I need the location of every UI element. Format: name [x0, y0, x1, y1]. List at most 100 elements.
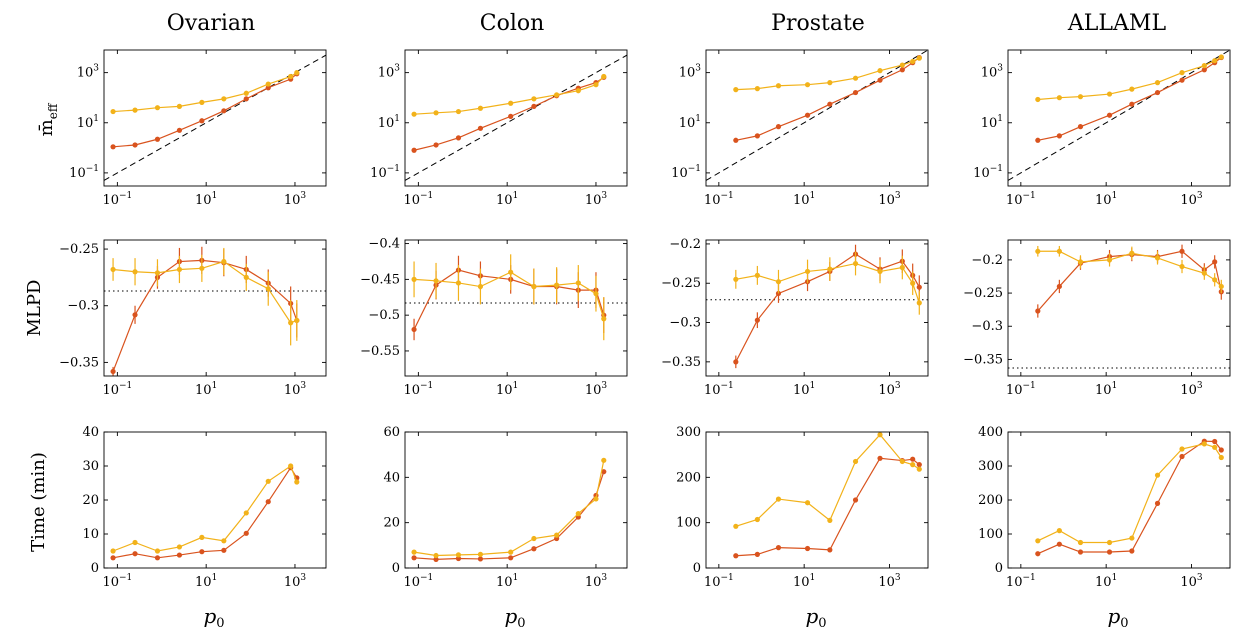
- data-point: [1179, 263, 1185, 270]
- identity-reference-line: [104, 54, 326, 181]
- series-red: [110, 71, 300, 150]
- x-tick-base: 10: [102, 383, 119, 398]
- data-point: [288, 73, 294, 80]
- xlabel-ovarian-main: p: [203, 604, 216, 628]
- plot-area: [706, 244, 928, 369]
- x-tick-exponent: 3: [300, 573, 306, 583]
- data-point: [554, 92, 560, 98]
- data-point: [1035, 137, 1041, 143]
- data-point: [508, 555, 514, 561]
- x-tick-exponent: 3: [601, 573, 607, 583]
- y-tick-label: −0.3: [67, 299, 99, 314]
- data-point: [1179, 77, 1185, 83]
- data-point: [243, 90, 249, 96]
- data-point: [294, 317, 300, 324]
- plot-area: [405, 254, 627, 341]
- series-line: [112, 466, 298, 559]
- y-tick-label: 200: [676, 470, 701, 485]
- x-tick-base: 10: [496, 383, 513, 398]
- x-tick-label: 103: [1180, 381, 1203, 398]
- x-axis-labels: p0 p0 p0 p0: [203, 604, 1128, 630]
- data-point: [154, 548, 161, 554]
- data-point: [531, 103, 537, 109]
- series-line: [112, 465, 298, 552]
- y-tick-exponent: 1: [93, 114, 99, 124]
- x-tick-label: 103: [284, 573, 307, 590]
- x-tick-label: 10−1: [1006, 191, 1036, 208]
- data-point: [916, 284, 922, 290]
- data-point: [455, 280, 462, 286]
- data-point: [593, 82, 599, 88]
- data-point: [916, 55, 922, 61]
- data-point: [1077, 94, 1084, 100]
- series-line: [1037, 440, 1222, 555]
- xlabel-colon: p0: [504, 604, 525, 630]
- x-tick-label: 101: [793, 381, 815, 398]
- data-point: [411, 147, 417, 153]
- x-tick-base: 10: [878, 575, 895, 590]
- x-tick-exponent: 1: [212, 191, 218, 201]
- data-point: [852, 75, 859, 81]
- y-tick-label: 10−1: [370, 164, 400, 181]
- identity-reference-line: [405, 54, 627, 181]
- data-point: [221, 108, 227, 114]
- x-tick-base: 10: [704, 575, 721, 590]
- series-yellow: [1035, 441, 1224, 546]
- series-yellow: [411, 73, 607, 117]
- x-tick-exponent: −1: [720, 191, 733, 201]
- x-tick-base: 10: [1095, 193, 1112, 208]
- y-tick-label: −0.35: [963, 352, 1003, 367]
- x-tick-base: 10: [793, 193, 810, 208]
- data-point: [1129, 101, 1135, 107]
- data-point: [1129, 548, 1135, 554]
- data-point: [132, 107, 138, 113]
- data-point: [916, 300, 922, 306]
- data-point: [477, 105, 484, 111]
- data-point: [601, 469, 607, 475]
- data-point: [899, 67, 905, 73]
- plot-area: [110, 463, 300, 561]
- data-point: [852, 260, 859, 267]
- panel-prostate-mlpd: 10−1 101 103−0.2−0.25−0.3−0.35: [661, 237, 929, 398]
- data-point: [910, 58, 916, 65]
- x-tick-exponent: 3: [300, 191, 306, 201]
- x-tick-label: 103: [878, 381, 901, 398]
- y-tick-label: 103: [77, 64, 100, 81]
- y-tick-base: 10: [679, 116, 696, 131]
- x-tick-label: 10−1: [102, 191, 132, 208]
- data-point: [733, 553, 739, 559]
- y-tick-label: 101: [679, 114, 701, 131]
- y-tick-base: 10: [370, 166, 387, 181]
- data-point: [827, 266, 833, 272]
- y-tick-label: 0: [91, 561, 99, 576]
- data-point: [1201, 63, 1207, 69]
- x-tick-exponent: −1: [1022, 381, 1035, 391]
- y-tick-label: 0: [392, 561, 400, 576]
- data-point: [1035, 96, 1041, 103]
- data-point: [132, 551, 138, 557]
- y-tick-label: 10−1: [671, 164, 701, 181]
- panel-ovarian-mlpd: 10−1 101 103−0.25−0.3−0.35: [59, 239, 327, 398]
- data-point: [1106, 112, 1113, 118]
- data-point: [411, 111, 417, 117]
- x-tick-label: 101: [1095, 191, 1117, 208]
- data-point: [775, 496, 782, 502]
- data-point: [455, 135, 462, 141]
- axes-frame: [404, 431, 628, 569]
- series-line: [113, 72, 298, 113]
- y-tick-label: 400: [978, 425, 1003, 440]
- y-tick-label: 101: [981, 114, 1003, 131]
- y-tick-label: −0.35: [661, 355, 701, 370]
- data-point: [199, 265, 205, 271]
- data-point: [775, 545, 782, 551]
- axes-frame: [705, 49, 929, 187]
- series-yellow: [1035, 245, 1224, 294]
- data-point: [775, 83, 782, 89]
- x-tick-base: 10: [284, 193, 301, 208]
- series-yellow: [110, 70, 300, 115]
- xlabel-colon-main: p: [504, 604, 517, 628]
- y-tick-label: 103: [981, 64, 1004, 81]
